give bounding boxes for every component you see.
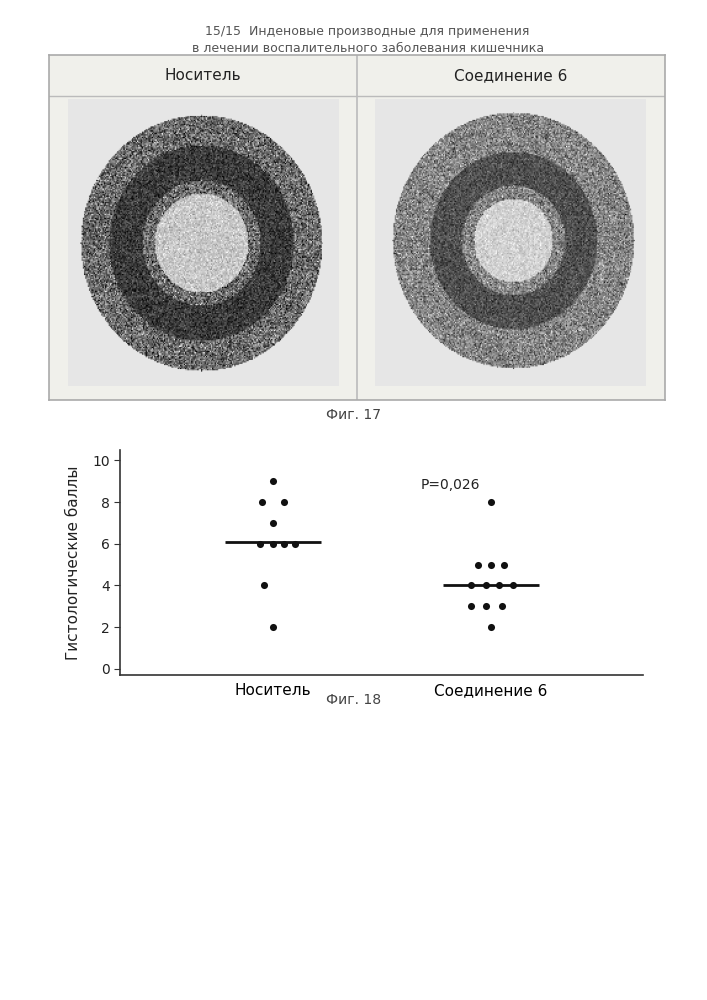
Text: Соединение 6: Соединение 6: [454, 68, 568, 83]
Point: [481, 577, 492, 593]
Point: [254, 536, 265, 552]
Point: [267, 619, 279, 635]
Y-axis label: Гистологические баллы: Гистологические баллы: [66, 465, 81, 660]
Point: [256, 494, 267, 510]
Point: [267, 515, 279, 531]
Point: [481, 598, 492, 614]
Point: [485, 619, 496, 635]
Text: P=0,026: P=0,026: [421, 478, 481, 492]
Point: [278, 536, 289, 552]
Point: [507, 577, 518, 593]
Text: Носитель: Носитель: [165, 68, 242, 83]
Text: в лечении воспалительного заболевания кишечника: в лечении воспалительного заболевания ки…: [192, 42, 544, 55]
Point: [485, 494, 496, 510]
Point: [267, 536, 279, 552]
Point: [465, 577, 477, 593]
Text: Фиг. 17: Фиг. 17: [326, 408, 381, 422]
Point: [496, 598, 508, 614]
Text: Фиг. 18: Фиг. 18: [326, 693, 381, 707]
Point: [258, 577, 269, 593]
Point: [278, 494, 289, 510]
Point: [267, 473, 279, 489]
Text: 15/15  Инденовые производные для применения: 15/15 Инденовые производные для применен…: [206, 25, 530, 38]
Point: [493, 577, 505, 593]
Point: [465, 598, 477, 614]
Point: [289, 536, 300, 552]
Point: [485, 557, 496, 573]
Point: [472, 557, 484, 573]
Point: [498, 557, 510, 573]
